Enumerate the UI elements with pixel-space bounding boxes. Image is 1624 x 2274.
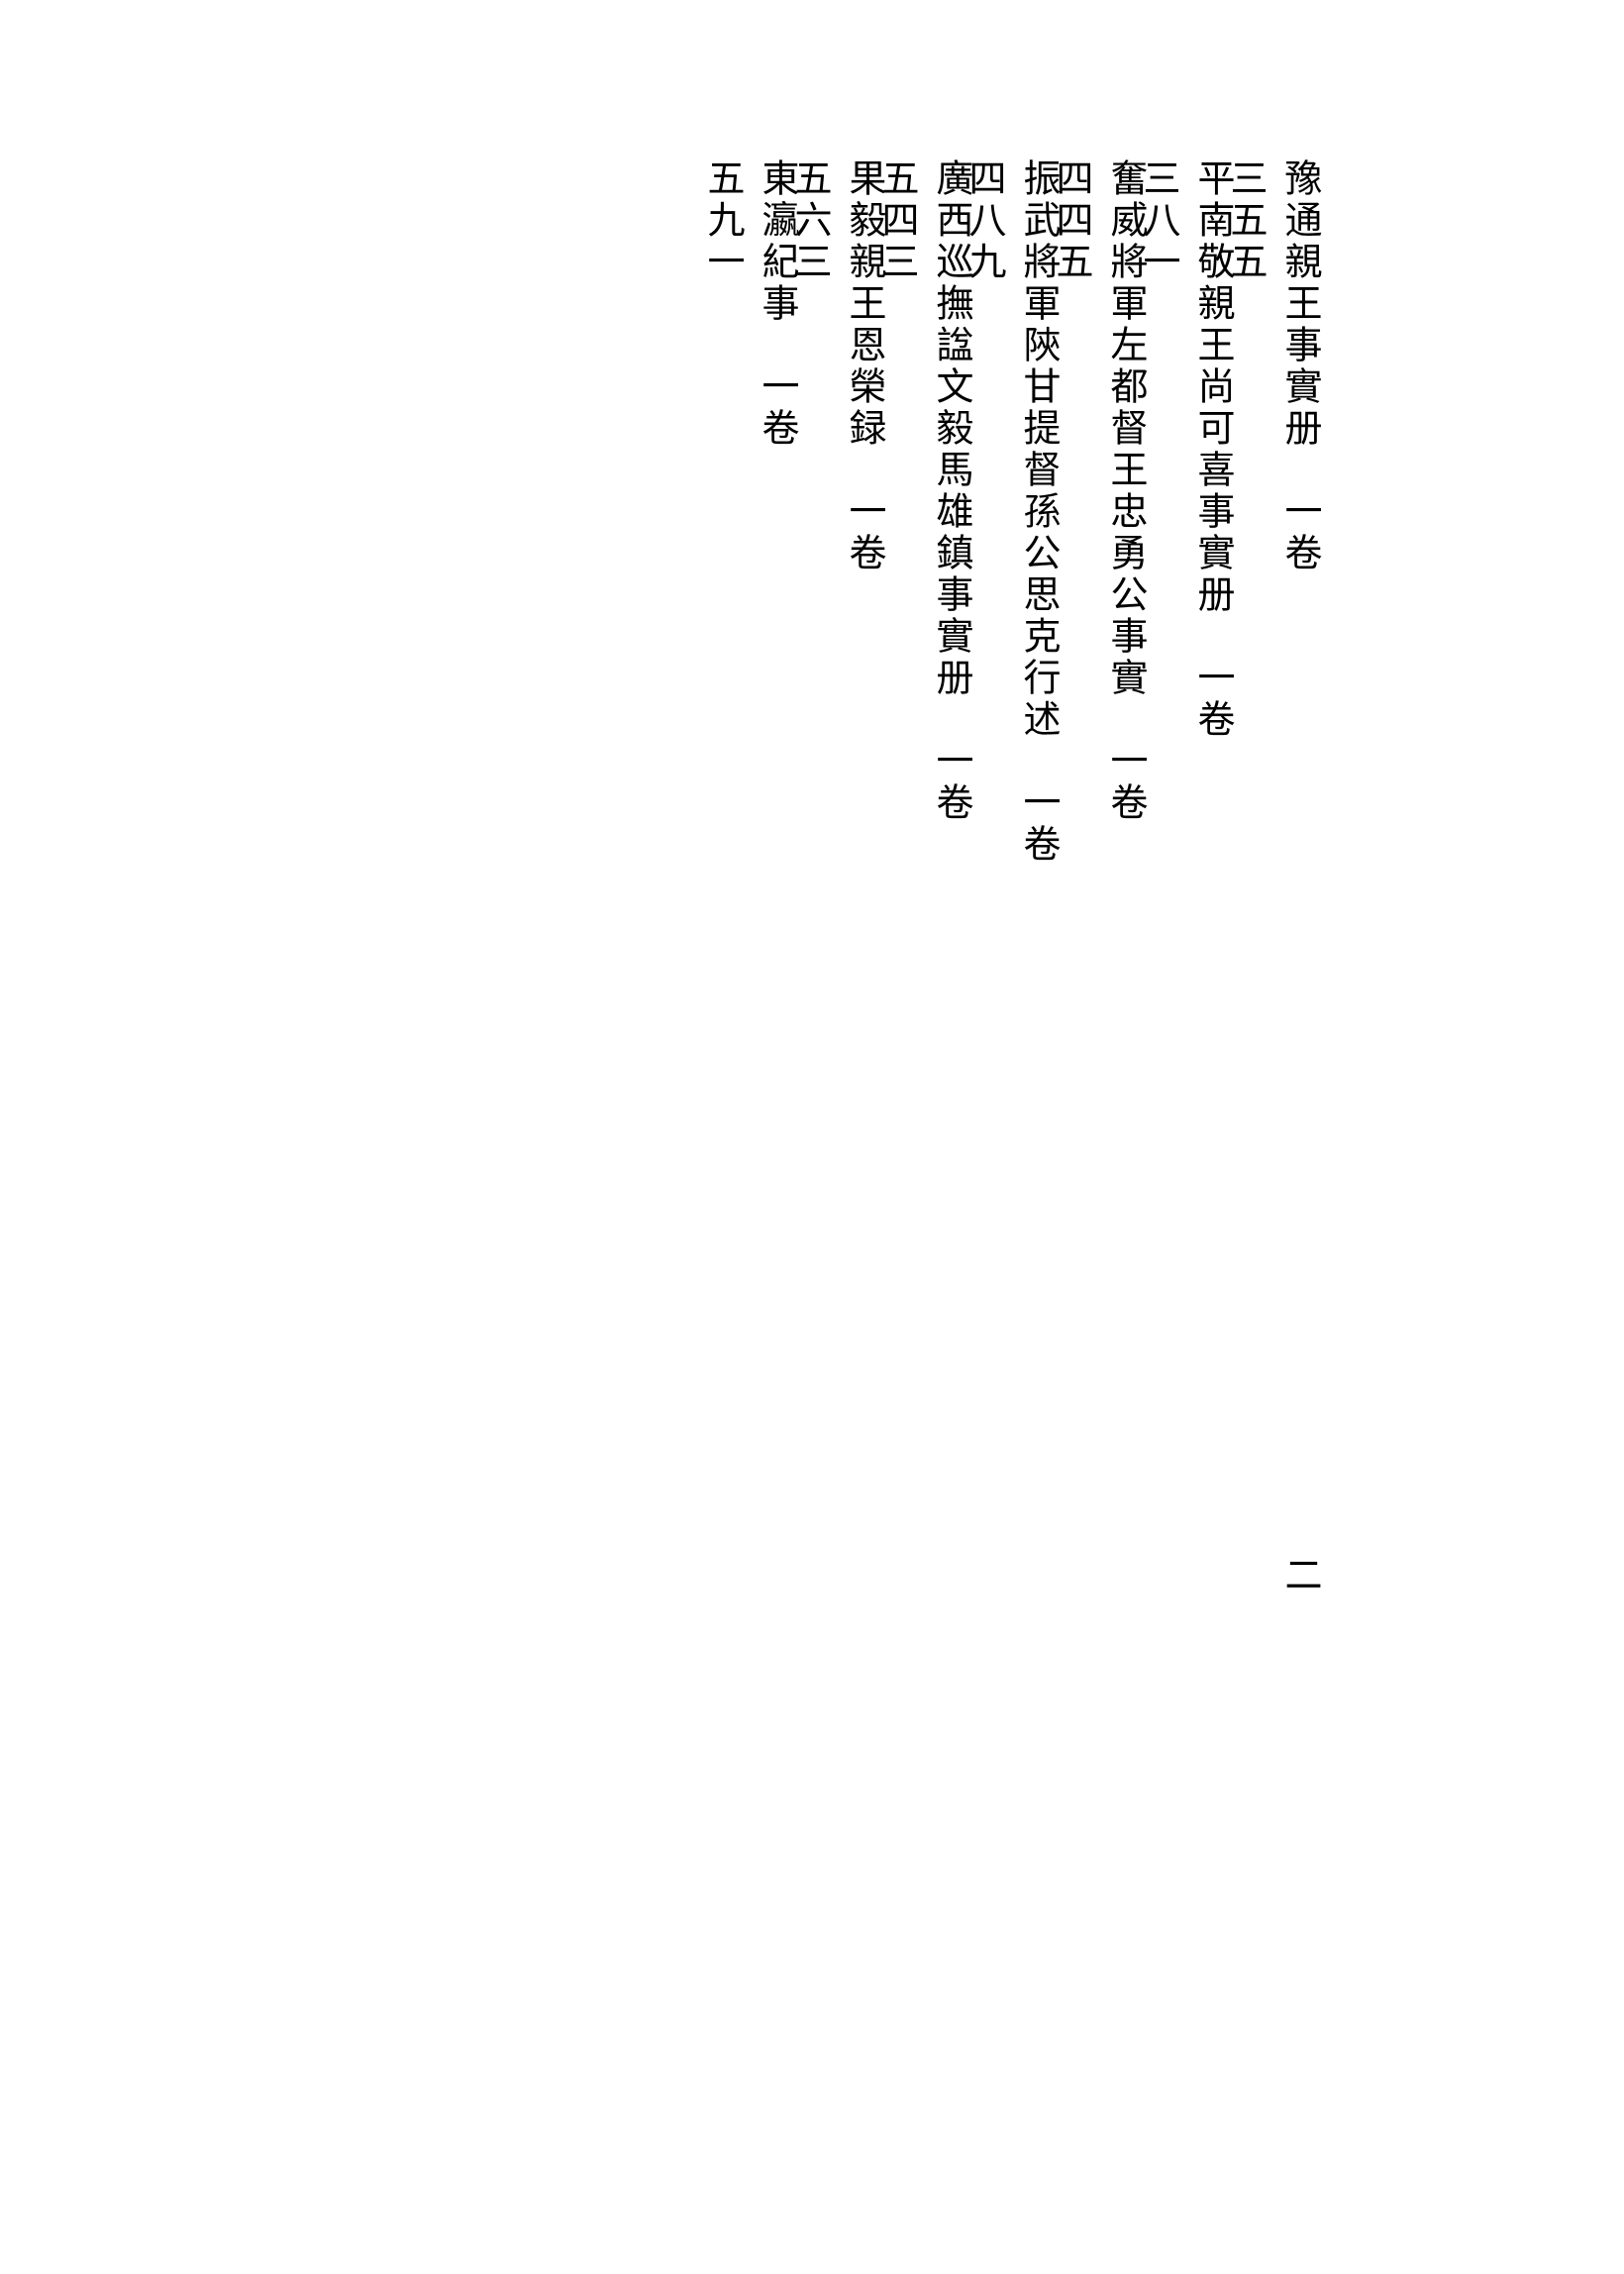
toc-container: 豫通親王事實册 一卷 三五五 平南敬親王尚可喜事實册 一卷 三八一 奮威將軍左都… bbox=[759, 158, 1327, 1664]
entry-page-number: 四八九 bbox=[957, 158, 1011, 1664]
entry-page-number: 五四三 bbox=[869, 158, 924, 1664]
entry-page-number: 五六三 bbox=[782, 158, 837, 1664]
entry-page-number: 五九一 bbox=[695, 158, 750, 1664]
toc-entry: 豫通親王事實册 一卷 三五五 bbox=[1281, 158, 1327, 1664]
entry-title: 豫通親王事實册 一卷 bbox=[1272, 158, 1327, 1664]
entry-page-number: 四四五 bbox=[1044, 158, 1098, 1664]
entry-page-number: 三八一 bbox=[1131, 158, 1185, 1664]
entry-page-number: 三五五 bbox=[1218, 158, 1272, 1664]
folio-number: 二 bbox=[1272, 1555, 1327, 1593]
